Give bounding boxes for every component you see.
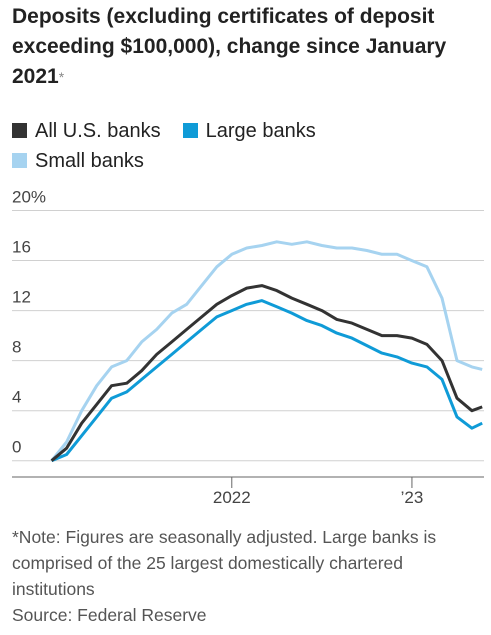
legend-label: All U.S. banks <box>35 120 161 142</box>
series-line <box>50 240 483 462</box>
legend-label: Small banks <box>35 150 144 172</box>
y-tick-label: 4 <box>12 388 21 407</box>
chart-title: Deposits (excluding certificates of depo… <box>12 5 447 88</box>
x-tick-label: ’23 <box>401 488 424 507</box>
source: Source: Federal Reserve <box>12 605 207 625</box>
legend-label: Large banks <box>205 120 316 142</box>
series-line <box>50 284 483 462</box>
y-tick-label: 20% <box>12 188 46 207</box>
x-tick-label: 2022 <box>213 488 251 507</box>
legend-item: Small banks <box>12 146 144 176</box>
series-line <box>51 299 483 463</box>
y-tick-label: 8 <box>12 338 21 357</box>
legend-swatch <box>12 123 27 138</box>
y-tick-label: 16 <box>12 238 31 257</box>
note: *Note: Figures are seasonally adjusted. … <box>12 527 437 599</box>
legend-swatch <box>12 153 27 168</box>
legend-item: Large banks <box>182 116 316 146</box>
y-tick-label: 0 <box>12 438 21 457</box>
chart-title-block: Deposits (excluding certificates of depo… <box>12 2 482 92</box>
notes: *Note: Figures are seasonally adjusted. … <box>12 524 487 628</box>
legend: All U.S. banks Large banks Small banks <box>12 116 482 176</box>
legend-item: All U.S. banks <box>12 116 161 146</box>
chart: 0 4 8 12 16 20% 2022 ’23 <box>12 188 484 507</box>
y-tick-label: 12 <box>12 288 31 307</box>
title-mark: * <box>58 69 65 85</box>
legend-swatch <box>182 123 198 138</box>
